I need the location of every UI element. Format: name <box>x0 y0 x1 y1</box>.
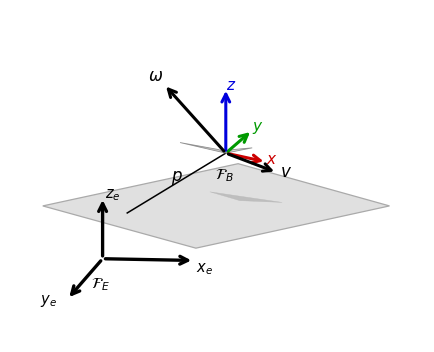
Text: $\mathcal{F}_B$: $\mathcal{F}_B$ <box>215 168 233 184</box>
Text: $y_e$: $y_e$ <box>39 293 56 309</box>
Polygon shape <box>43 164 389 248</box>
Text: $z$: $z$ <box>226 79 236 93</box>
Polygon shape <box>210 192 282 202</box>
Text: $x_e$: $x_e$ <box>196 262 213 277</box>
Text: $p$: $p$ <box>171 169 182 187</box>
Polygon shape <box>180 143 226 153</box>
Text: $z_e$: $z_e$ <box>105 188 121 203</box>
Text: $v$: $v$ <box>279 164 292 181</box>
Text: $y$: $y$ <box>252 120 263 137</box>
Polygon shape <box>226 148 252 153</box>
Text: $\mathcal{F}_E$: $\mathcal{F}_E$ <box>92 277 110 294</box>
Text: $x$: $x$ <box>266 153 277 167</box>
Text: $\omega$: $\omega$ <box>148 68 163 85</box>
